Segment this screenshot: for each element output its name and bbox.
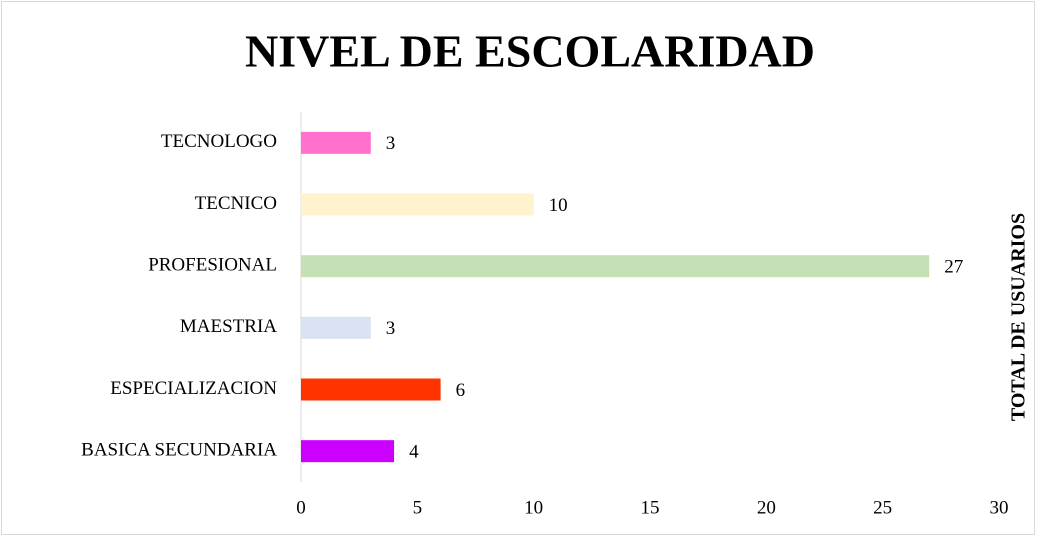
axis-title: TOTAL DE USUARIOS <box>1008 213 1030 421</box>
value-label: 3 <box>386 318 396 339</box>
x-tick-label: 10 <box>524 497 543 518</box>
bar <box>301 440 395 463</box>
x-tick-label: 0 <box>296 497 306 518</box>
bar <box>301 131 371 154</box>
bar <box>301 316 371 339</box>
chart-title: NIVEL DE ESCOLARIDAD <box>245 26 815 77</box>
bar <box>301 193 534 216</box>
value-label: 10 <box>549 195 568 216</box>
y-tick-label: MAESTRIA <box>180 316 277 337</box>
value-label: 3 <box>386 133 396 154</box>
value-label: 27 <box>944 257 963 278</box>
x-tick-label: 15 <box>641 497 660 518</box>
x-tick-label: 25 <box>873 497 892 518</box>
value-label: 6 <box>456 380 466 401</box>
y-tick-label: TECNICO <box>195 193 277 214</box>
value-label: 4 <box>409 442 419 463</box>
y-tick-label: BASICA SECUNDARIA <box>81 440 277 461</box>
bar <box>301 255 930 278</box>
y-tick-label: PROFESIONAL <box>148 255 277 276</box>
x-tick-label: 30 <box>990 497 1009 518</box>
x-tick-label: 20 <box>757 497 776 518</box>
bar <box>301 378 441 401</box>
y-tick-label: ESPECIALIZACION <box>110 378 277 399</box>
x-tick-label: 5 <box>413 497 423 518</box>
y-tick-label: TECNOLOGO <box>161 131 277 152</box>
